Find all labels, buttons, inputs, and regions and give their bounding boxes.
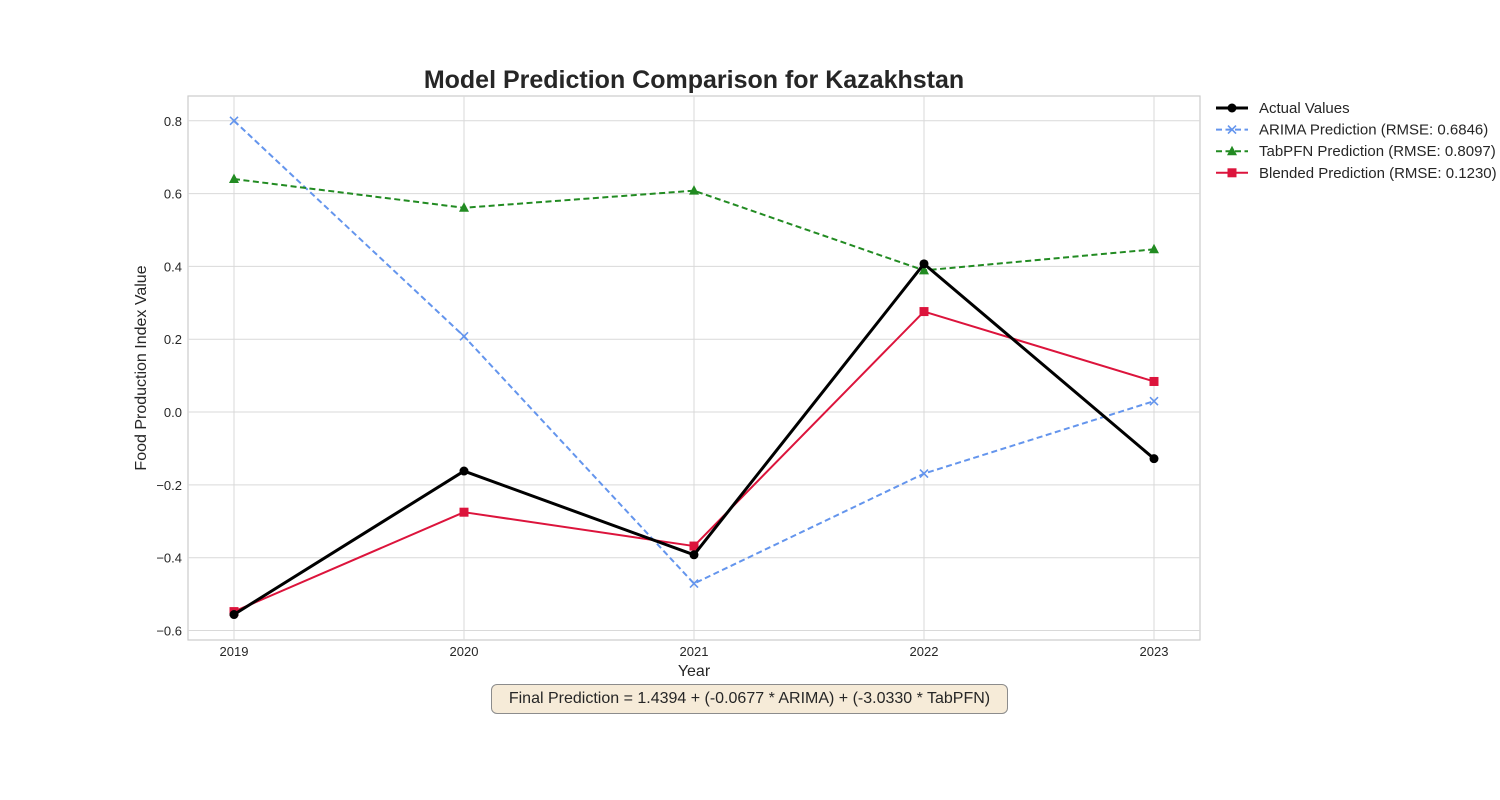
series-1	[229, 116, 1159, 589]
x-marker-stroke	[689, 578, 699, 589]
data-point	[459, 507, 469, 517]
chart-title: Model Prediction Comparison for Kazakhst…	[424, 66, 964, 94]
legend-marker	[1227, 145, 1237, 156]
y-tick-label: −0.6	[156, 624, 182, 639]
y-tick-label: −0.4	[156, 551, 182, 566]
data-point	[689, 578, 699, 589]
legend-marker	[1227, 168, 1237, 178]
data-point	[689, 550, 699, 560]
x-tick-label: 2022	[910, 644, 939, 659]
data-point	[1149, 454, 1159, 464]
legend-marker	[1227, 103, 1237, 113]
x-axis-ticks: 2019 2020 2021 2022 2023	[220, 644, 1169, 659]
data-point	[1149, 376, 1159, 386]
legend-label: TabPFN Prediction (RMSE: 0.8097)	[1259, 143, 1496, 160]
legend-entry: TabPFN Prediction (RMSE: 0.8097)	[1216, 143, 1496, 160]
data-point	[919, 264, 929, 275]
legend-label: Blended Prediction (RMSE: 0.1230)	[1259, 165, 1497, 182]
data-point	[689, 541, 699, 551]
x-axis-label: Year	[678, 663, 711, 680]
grid	[188, 96, 1200, 640]
series-line	[233, 120, 1155, 585]
series-line	[233, 178, 1155, 272]
data-point	[229, 610, 239, 620]
legend-label: Actual Values	[1259, 100, 1350, 117]
legend-entry: Blended Prediction (RMSE: 0.1230)	[1216, 165, 1497, 182]
x-tick-label: 2020	[450, 644, 479, 659]
legend: Actual Values ARIMA Prediction (RMSE: 0.6…	[1216, 100, 1497, 182]
data-point	[919, 259, 929, 269]
data-point	[229, 116, 239, 126]
series-layer	[229, 116, 1159, 620]
y-tick-label: −0.2	[156, 478, 182, 493]
formula-annotation: Final Prediction = 1.4394 + (-0.0677 * A…	[491, 684, 1008, 714]
x-marker-stroke	[919, 469, 929, 479]
data-point	[459, 202, 469, 212]
data-point	[459, 466, 469, 476]
legend-marker	[1227, 125, 1237, 135]
legend-entry: Actual Values	[1216, 100, 1350, 117]
data-point	[919, 469, 929, 479]
data-point	[1149, 396, 1159, 406]
data-point	[1149, 243, 1159, 254]
y-axis-label: Food Production Index Value	[133, 265, 150, 470]
y-axis-ticks: 0.8 0.6 0.4 0.2 0.0 −0.2 −0.4 −0.6	[156, 114, 182, 639]
y-tick-label: 0.2	[164, 332, 182, 347]
x-tick-label: 2019	[220, 644, 249, 659]
x-marker-stroke	[1149, 396, 1159, 406]
x-marker-stroke	[229, 116, 239, 126]
data-point	[689, 185, 699, 195]
y-tick-label: 0.6	[164, 187, 182, 202]
legend-entry: ARIMA Prediction (RMSE: 0.6846)	[1216, 122, 1488, 139]
legend-label: ARIMA Prediction (RMSE: 0.6846)	[1259, 122, 1488, 139]
series-0	[229, 259, 1159, 620]
y-tick-label: 0.8	[164, 114, 182, 129]
x-marker-stroke	[459, 331, 469, 341]
y-tick-label: 0.4	[164, 259, 182, 274]
data-point	[229, 173, 239, 184]
x-tick-label: 2023	[1140, 644, 1169, 659]
data-point	[919, 307, 929, 317]
data-point	[459, 331, 469, 341]
x-marker-stroke	[1227, 125, 1237, 135]
x-tick-label: 2021	[680, 644, 709, 659]
y-tick-label: 0.0	[164, 405, 182, 420]
series-2	[229, 173, 1159, 275]
